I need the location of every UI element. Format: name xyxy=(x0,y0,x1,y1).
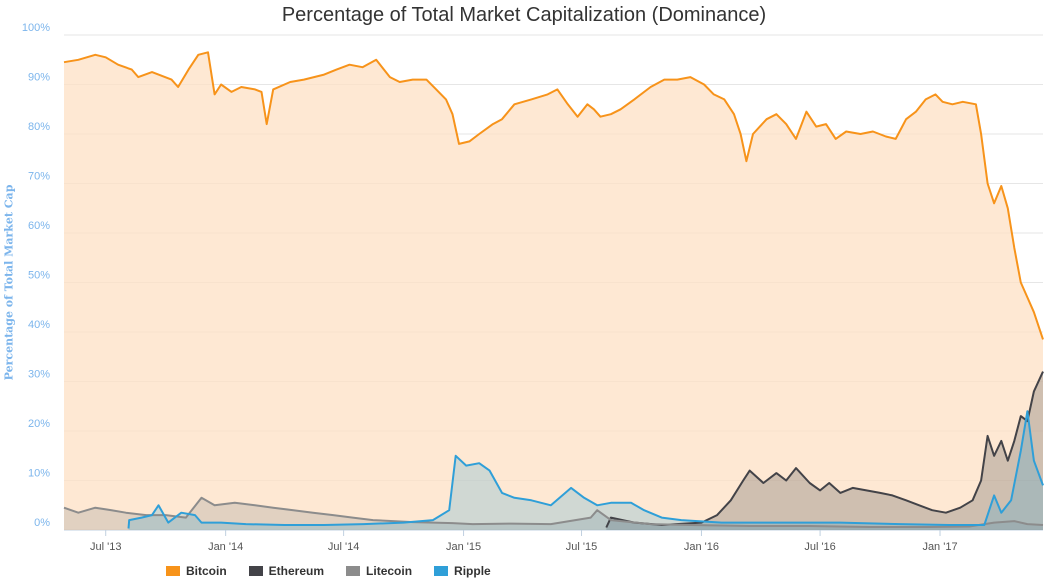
y-tick-label: 60% xyxy=(28,220,50,232)
x-tick-label: Jul '16 xyxy=(804,541,835,553)
y-tick-label: 0% xyxy=(34,517,50,529)
legend-item-ethereum[interactable]: Ethereum xyxy=(248,564,325,578)
legend-item-litecoin[interactable]: Litecoin xyxy=(346,564,412,578)
legend-label: Ripple xyxy=(454,564,491,578)
y-tick-label: 70% xyxy=(28,171,50,183)
legend-swatch xyxy=(346,566,361,576)
y-tick-label: 50% xyxy=(28,270,50,282)
x-tick-label: Jan '15 xyxy=(446,541,481,553)
y-tick-label: 30% xyxy=(28,369,50,381)
area-ethereum xyxy=(606,371,1043,530)
area-litecoin xyxy=(64,497,1043,530)
legend-label: Litecoin xyxy=(366,564,413,578)
legend-swatch xyxy=(434,566,449,576)
legend-item-bitcoin[interactable]: Bitcoin xyxy=(166,564,227,578)
series-lines xyxy=(63,51,1044,529)
legend: Bitcoin Ethereum Litecoin Ripple xyxy=(0,564,1048,578)
series-areas xyxy=(64,52,1043,531)
y-axis-ticks: 0% 10% 20% 30% 40% 50% 60% 70% 80% 90% 100% xyxy=(22,22,50,529)
area-bitcoin xyxy=(64,52,1043,531)
line-ethereum xyxy=(605,371,1044,528)
plot-area: 0% 10% 20% 30% 40% 50% 60% 70% 80% 90% 100% Jul '1… xyxy=(22,22,1044,553)
x-axis-ticks: Jul '13 Jan '14 Jul '14 Jan '15 Jul '15 Jan '… xyxy=(90,530,958,553)
legend-swatch xyxy=(166,566,180,576)
x-tick-label: Jan '14 xyxy=(208,541,243,553)
y-tick-label: 80% xyxy=(28,121,50,133)
legend-label: Ethereum xyxy=(268,564,325,578)
y-tick-label: 90% xyxy=(28,72,50,84)
x-tick-label: Jan '17 xyxy=(922,541,957,553)
x-tick-label: Jul '15 xyxy=(566,541,597,553)
chart-title: Percentage of Total Market Capitalizatio… xyxy=(281,4,767,26)
x-tick-label: Jul '13 xyxy=(90,541,121,553)
legend-item-ripple[interactable]: Ripple xyxy=(434,564,491,578)
line-bitcoin xyxy=(63,51,1044,340)
legend-swatch xyxy=(248,566,263,576)
area-ripple xyxy=(128,411,1043,530)
y-tick-label: 100% xyxy=(22,22,50,34)
legend-label: Bitcoin xyxy=(186,564,227,578)
y-tick-label: 20% xyxy=(28,418,50,430)
y-tick-label: 10% xyxy=(28,468,50,480)
y-tick-label: 40% xyxy=(28,319,50,331)
line-ripple xyxy=(127,410,1044,529)
x-tick-label: Jan '16 xyxy=(684,541,719,553)
x-tick-label: Jul '14 xyxy=(328,541,359,553)
